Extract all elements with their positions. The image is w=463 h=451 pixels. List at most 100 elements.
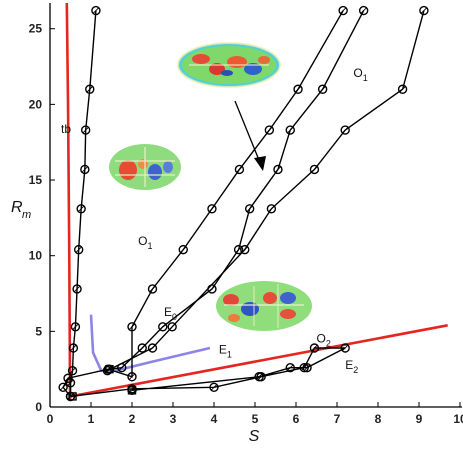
data-point <box>73 244 84 255</box>
data-point-slash <box>286 126 294 134</box>
data-point-slash <box>128 323 136 331</box>
data-point-slash <box>64 374 72 382</box>
data-point-slash <box>168 323 176 331</box>
data-point <box>167 322 177 332</box>
data-point-slash <box>341 126 349 134</box>
data-point <box>127 322 137 332</box>
data-point <box>233 244 244 255</box>
field-snapshot-middle <box>109 144 181 190</box>
boundary-line <box>65 3 72 400</box>
square-marker <box>127 386 137 395</box>
y-tick-label: 5 <box>35 324 42 338</box>
x-axis-title: S <box>249 428 260 445</box>
data-point <box>67 365 78 376</box>
snapshot-arrow <box>234 100 266 171</box>
data-point-slash <box>210 384 218 391</box>
data-point <box>158 322 168 332</box>
x-tick-label: 4 <box>211 412 218 426</box>
data-point-slash <box>311 344 318 352</box>
data-point-slash <box>360 7 367 14</box>
data-point <box>358 5 369 16</box>
x-tick-label: 5 <box>252 412 259 426</box>
series-line <box>69 10 97 397</box>
x-tick-label: 2 <box>129 412 136 426</box>
data-point <box>285 362 295 373</box>
data-point <box>207 204 217 214</box>
annotation-subscript: 0 <box>172 312 177 322</box>
data-point <box>340 343 350 353</box>
annotation-label: O1 <box>138 234 152 251</box>
boundary-label: tb <box>61 122 71 136</box>
data-point-slash <box>274 166 282 173</box>
data-point-slash <box>255 373 263 381</box>
data-point-slash <box>294 85 302 93</box>
data-point-slash <box>311 166 318 173</box>
data-point <box>147 343 158 353</box>
data-point <box>254 372 264 382</box>
data-point-slash <box>159 323 167 331</box>
data-point-slash <box>149 285 156 293</box>
data-point-slash <box>341 344 349 352</box>
field-snapshot-lower <box>216 281 312 331</box>
data-point <box>68 343 79 353</box>
data-point-slash <box>70 344 77 352</box>
data-point-slash <box>118 364 126 371</box>
data-point-slash <box>75 246 83 253</box>
data-point-slash <box>268 205 275 213</box>
data-point-slash <box>246 205 253 213</box>
data-point <box>397 84 408 94</box>
annotation-subscript: 2 <box>353 365 358 375</box>
x-tick-label: 9 <box>416 412 423 426</box>
data-point-slash <box>149 344 156 352</box>
data-point <box>72 284 82 294</box>
data-point <box>65 378 76 388</box>
data-point <box>317 84 328 94</box>
square-marker <box>105 364 114 374</box>
square-marker <box>68 392 77 401</box>
data-point-slash <box>138 344 146 352</box>
data-layer <box>58 3 448 402</box>
data-point <box>209 382 219 393</box>
data-point-slash <box>241 246 249 253</box>
data-point <box>340 125 350 135</box>
data-point <box>76 204 86 214</box>
x-tick-label: 1 <box>88 412 95 426</box>
y-tick-label: 15 <box>29 173 43 187</box>
data-point <box>240 244 250 255</box>
data-point <box>266 204 277 214</box>
data-point <box>338 5 348 16</box>
annotation-subscript: 1 <box>147 241 152 251</box>
tick-layer: 0123456789100510152025 <box>29 22 463 426</box>
data-point <box>63 373 73 383</box>
data-point-slash <box>303 364 311 371</box>
data-point <box>70 322 81 332</box>
data-point-slash <box>73 285 81 293</box>
data-point <box>302 362 312 373</box>
data-point-slash <box>236 166 243 173</box>
data-point-slash <box>72 323 79 331</box>
data-point-slash <box>59 384 67 391</box>
data-point <box>234 164 245 175</box>
x-tick-label: 3 <box>170 412 177 426</box>
y-axis-title-sub: m <box>22 209 31 221</box>
annotation-subscript: 1 <box>227 349 232 359</box>
data-point <box>102 365 113 376</box>
data-point <box>264 125 275 135</box>
data-point-slash <box>77 205 85 213</box>
data-point <box>273 164 283 175</box>
y-tick-label: 10 <box>29 249 43 263</box>
data-point <box>244 204 255 214</box>
data-point <box>293 84 303 94</box>
data-point-slash <box>82 126 89 134</box>
data-point-slash <box>420 7 428 14</box>
data-point <box>419 5 429 16</box>
data-point <box>178 244 188 255</box>
annotation-subscript: 2 <box>326 339 331 349</box>
y-tick-label: 0 <box>35 400 42 414</box>
data-point-slash <box>179 246 187 253</box>
data-point-slash <box>399 85 406 93</box>
field-snapshot-top <box>177 42 281 88</box>
data-point <box>85 84 95 94</box>
